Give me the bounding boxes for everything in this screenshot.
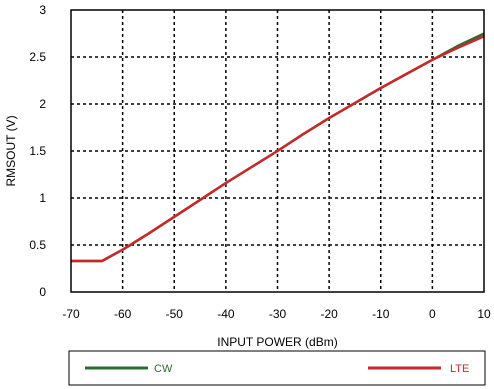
y-tick-label: 1.5 xyxy=(29,144,46,158)
y-tick-labels: 0 0.5 1 1.5 2 2.5 3 xyxy=(29,3,46,299)
y-tick-label: 1 xyxy=(39,191,46,205)
y-tick-label: 3 xyxy=(39,3,46,17)
x-axis-label: INPUT POWER (dBm) xyxy=(217,335,337,349)
x-tick-label: -70 xyxy=(62,307,80,321)
y-tick-label: 0 xyxy=(39,285,46,299)
grid-lines xyxy=(71,10,484,292)
x-tick-labels: -70 -60 -50 -40 -30 -20 -10 0 10 xyxy=(62,307,491,321)
x-tick-label: -40 xyxy=(217,307,235,321)
x-tick-label: -20 xyxy=(320,307,338,321)
x-tick-label: -60 xyxy=(114,307,132,321)
legend: CW LTE xyxy=(68,350,486,386)
x-tick-label: -50 xyxy=(166,307,184,321)
x-tick-label: 0 xyxy=(429,307,436,321)
x-tick-label: 10 xyxy=(477,307,491,321)
x-tick-label: -10 xyxy=(372,307,390,321)
plot-frame xyxy=(70,9,485,293)
legend-label-lte: LTE xyxy=(450,363,469,375)
x-tick-label: -30 xyxy=(269,307,287,321)
legend-label-cw: CW xyxy=(154,363,173,375)
series-line-lte xyxy=(71,35,485,263)
y-axis-label: RMSOUT (V) xyxy=(4,115,18,186)
series-lines xyxy=(71,32,485,263)
y-tick-label: 2.5 xyxy=(29,50,46,64)
y-tick-label: 2 xyxy=(39,97,46,111)
y-tick-label: 0.5 xyxy=(29,238,46,252)
